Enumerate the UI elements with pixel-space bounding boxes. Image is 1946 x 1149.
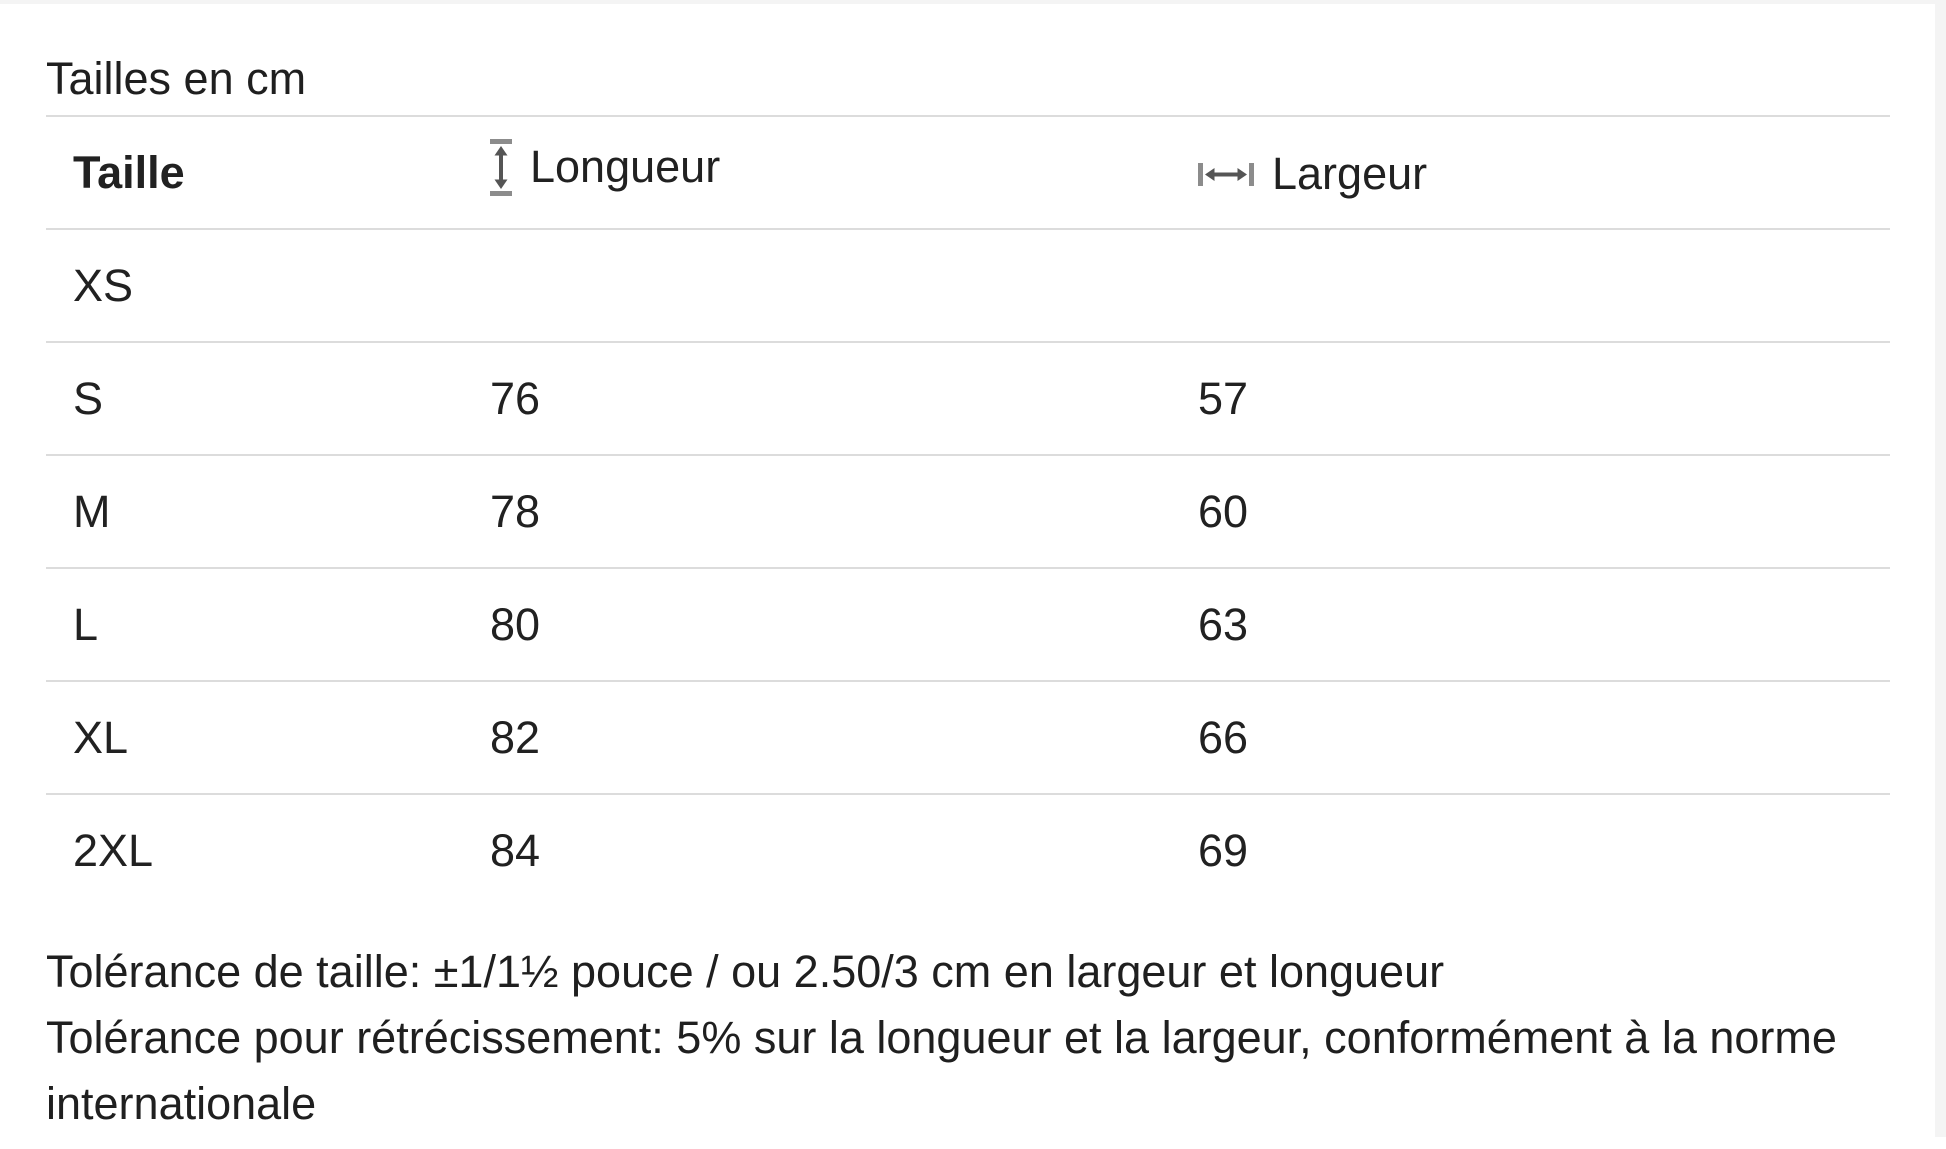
column-header-taille-label: Taille (73, 146, 185, 198)
largeur-cell: 57 (1198, 372, 1249, 424)
table-title: Tailles en cm (46, 53, 307, 104)
size-cell: L (73, 598, 99, 650)
size-cell: M (73, 485, 111, 537)
column-header-taille: Taille (46, 116, 463, 229)
size-cell: S (73, 372, 104, 424)
tolerance-notes: Tolérance de taille: ±1/1½ pouce / ou 2.… (46, 939, 1856, 1137)
longueur-cell: 76 (490, 372, 541, 424)
size-cell: XL (73, 711, 129, 763)
size-cell: 2XL (73, 825, 154, 876)
column-header-longueur: Longueur (463, 116, 1171, 229)
longueur-cell (463, 229, 1171, 342)
table-row: S 76 57 (46, 342, 1890, 455)
largeur-cell: 63 (1198, 598, 1249, 650)
width-arrow-icon (1198, 162, 1254, 186)
longueur-cell: 80 (490, 598, 541, 650)
size-cell: XS (73, 259, 134, 311)
tolerance-shrinkage-note: Tolérance pour rétrécissement: 5% sur la… (46, 1012, 1837, 1129)
size-table: Taille Longueur (46, 115, 1890, 907)
table-row: XS (46, 229, 1890, 342)
largeur-cell (1171, 229, 1890, 342)
table-row: 2XL 84 69 (46, 794, 1890, 907)
largeur-cell: 69 (1198, 825, 1249, 876)
longueur-cell: 78 (490, 485, 541, 537)
largeur-cell: 66 (1198, 711, 1249, 763)
table-header-row: Taille Longueur (46, 116, 1890, 229)
height-arrow-icon (490, 138, 512, 196)
column-header-largeur: Largeur (1171, 116, 1890, 229)
size-guide-content: Tailles en cm Taille (0, 4, 1890, 1137)
longueur-cell: 82 (490, 711, 541, 763)
table-row: M 78 60 (46, 455, 1890, 568)
column-header-largeur-label: Largeur (1272, 148, 1428, 200)
largeur-cell: 60 (1198, 485, 1249, 537)
top-edge-strip (0, 0, 1946, 4)
table-row: XL 82 66 (46, 681, 1890, 794)
longueur-cell: 84 (490, 825, 541, 876)
scrollbar-gutter (1935, 0, 1946, 1137)
tolerance-size-note: Tolérance de taille: ±1/1½ pouce / ou 2.… (46, 946, 1445, 997)
column-header-longueur-label: Longueur (530, 141, 721, 192)
table-row: L 80 63 (46, 568, 1890, 681)
